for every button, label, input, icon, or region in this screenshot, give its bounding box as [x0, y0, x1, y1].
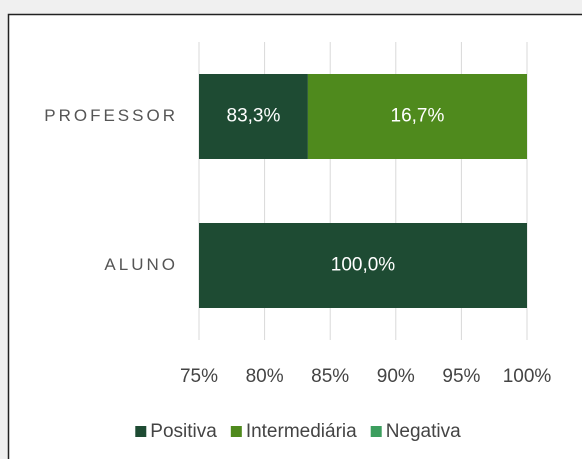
bar-segment	[307, 74, 527, 159]
x-tick-label: 75%	[180, 366, 218, 387]
category-label: ALUNO	[104, 255, 178, 274]
bar-segment	[199, 74, 308, 159]
legend-label: Positiva	[150, 421, 217, 442]
value-label: 83,3%	[227, 106, 281, 127]
bar-segment	[199, 223, 527, 308]
x-tick-label: 95%	[442, 366, 480, 387]
legend-swatch	[370, 426, 382, 437]
legend-label: Negativa	[386, 421, 461, 442]
value-label: 16,7%	[391, 106, 445, 127]
x-tick-label: 90%	[377, 366, 415, 387]
legend-swatch	[230, 426, 242, 437]
x-tick-label: 85%	[311, 366, 349, 387]
x-tick-label: 100%	[503, 366, 552, 387]
category-label: PROFESSOR	[44, 106, 178, 125]
value-label: 100,0%	[331, 255, 396, 276]
x-tick-label: 80%	[246, 366, 284, 387]
legend-swatch	[135, 426, 147, 437]
legend-label: Intermediária	[246, 421, 357, 442]
